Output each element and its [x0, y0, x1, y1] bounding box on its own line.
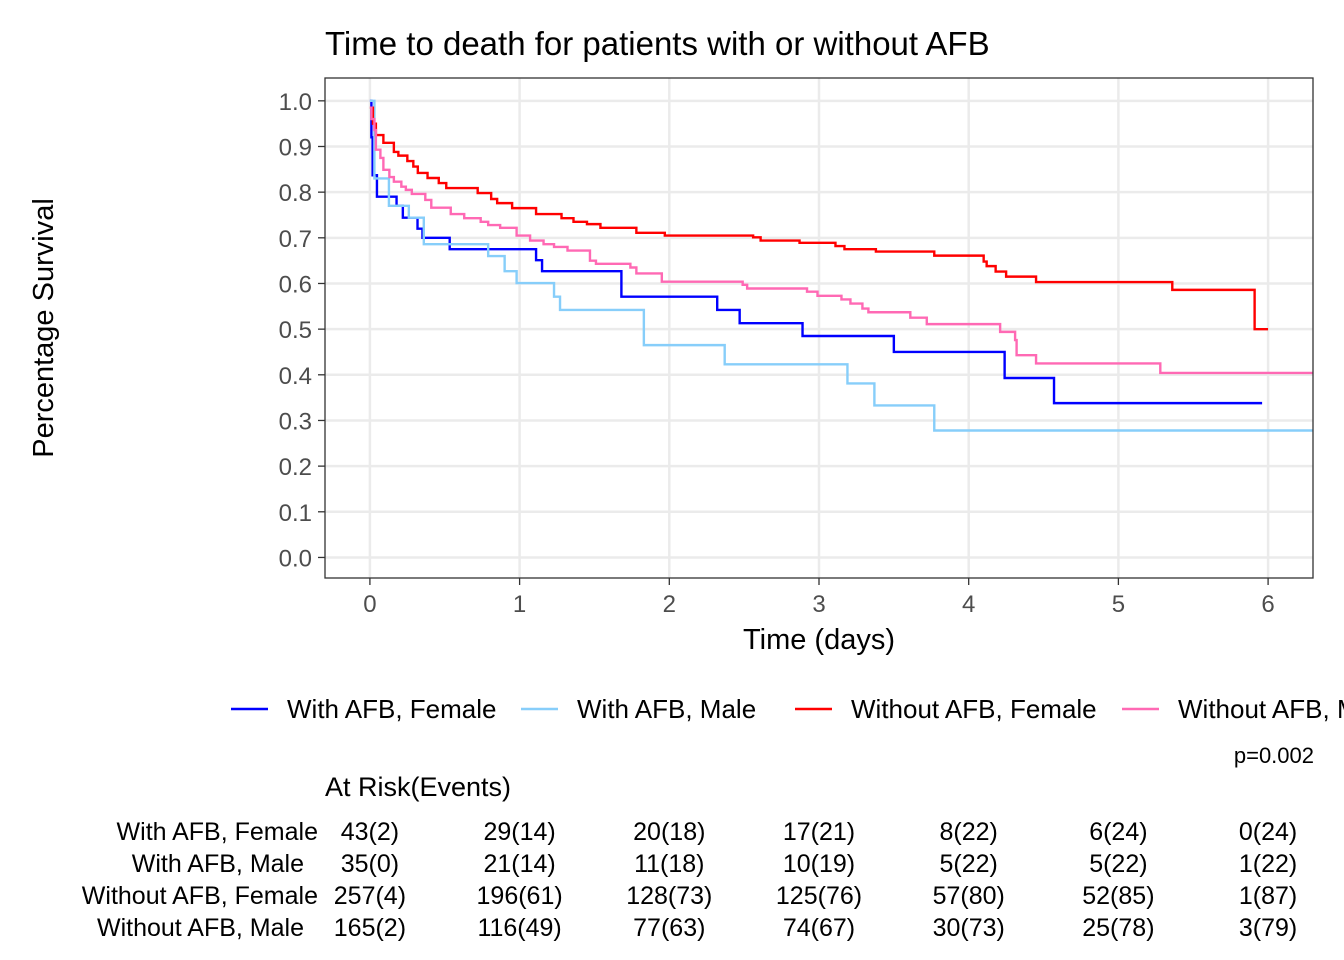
y-tick-label: 1.0 [279, 89, 312, 116]
survival-curve-1 [369, 99, 1313, 432]
risk-cell: 1(22) [1239, 850, 1297, 878]
risk-cell: 0(24) [1239, 818, 1297, 846]
risk-cell: 35(0) [341, 850, 399, 878]
y-tick-label: 0.9 [279, 134, 312, 161]
legend-label-2: Without AFB, Female [851, 694, 1097, 724]
y-tick-label: 0.3 [279, 408, 312, 435]
risk-cell: 165(2) [334, 914, 406, 942]
risk-cell: 257(4) [334, 882, 406, 910]
risk-cell: 77(63) [633, 914, 705, 942]
y-tick-label: 0.5 [279, 317, 312, 344]
risk-cell: 5(22) [940, 850, 998, 878]
risk-table: With AFB, Female 43(2) 29(14) 20(18) 17(21) 8… [82, 818, 1297, 942]
risk-cell: 8(22) [940, 818, 998, 846]
risk-cell: 128(73) [626, 882, 712, 910]
y-tick-label: 0.1 [279, 500, 312, 527]
risk-cell: 6(24) [1089, 818, 1147, 846]
y-tick-label: 0.4 [279, 363, 312, 390]
p-value: p=0.002 [1234, 743, 1314, 768]
risk-cell: 21(14) [483, 850, 555, 878]
survival-curve-0 [369, 99, 1263, 405]
legend-label-1: With AFB, Male [577, 694, 756, 724]
risk-cell: 11(18) [634, 850, 704, 878]
risk-cell: 74(67) [783, 914, 855, 942]
survival-curves [369, 99, 1313, 432]
risk-cell: 57(80) [933, 882, 1005, 910]
axes: 0 1 2 3 4 5 6 0.0 0.1 0.2 0.3 0.4 0.5 0.6 0.7 0.8 0.9 1.0 [279, 89, 1275, 618]
y-tick-label: 0.7 [279, 226, 312, 253]
x-tick-label: 1 [513, 591, 526, 618]
risk-cell: 17(21) [783, 818, 855, 846]
legend: With AFB, Female With AFB, Male Without AF… [231, 694, 1344, 724]
y-tick-label: 0.6 [279, 271, 312, 298]
x-tick-label: 2 [663, 591, 676, 618]
risk-cell: 196(61) [477, 882, 563, 910]
risk-cell: 25(78) [1082, 914, 1154, 942]
x-tick-label: 6 [1261, 591, 1274, 618]
risk-row-label: With AFB, Female [117, 818, 318, 846]
risk-cell: 20(18) [633, 818, 705, 846]
x-tick-label: 5 [1112, 591, 1125, 618]
risk-cell: 52(85) [1082, 882, 1154, 910]
x-tick-label: 0 [363, 591, 376, 618]
risk-cell: 3(79) [1239, 914, 1297, 942]
risk-cell: 29(14) [483, 818, 555, 846]
legend-label-3: Without AFB, Male [1178, 694, 1344, 724]
risk-cell: 30(73) [933, 914, 1005, 942]
survival-curve-3 [369, 106, 1313, 375]
x-axis-label: Time (days) [743, 624, 895, 656]
chart-title: Time to death for patients with or witho… [325, 25, 990, 62]
x-tick-label: 3 [812, 591, 825, 618]
risk-row-label: Without AFB, Female [82, 882, 318, 910]
legend-label-0: With AFB, Female [287, 694, 497, 724]
risk-cell: 5(22) [1089, 850, 1147, 878]
risk-cell: 116(49) [477, 914, 561, 942]
y-axis-label: Percentage Survival [28, 198, 60, 458]
risk-row-label: With AFB, Male [132, 850, 304, 878]
grid [325, 78, 1313, 578]
risk-table-title: At Risk(Events) [325, 772, 511, 802]
y-tick-label: 0.0 [279, 545, 312, 572]
risk-cell: 10(19) [783, 850, 855, 878]
risk-cell: 1(87) [1239, 882, 1297, 910]
x-tick-label: 4 [962, 591, 975, 618]
risk-cell: 125(76) [776, 882, 862, 910]
risk-cell: 43(2) [341, 818, 399, 846]
y-tick-label: 0.2 [279, 454, 312, 481]
survival-curve-2 [369, 106, 1269, 331]
y-tick-label: 0.8 [279, 180, 312, 207]
risk-row-label: Without AFB, Male [97, 914, 304, 942]
